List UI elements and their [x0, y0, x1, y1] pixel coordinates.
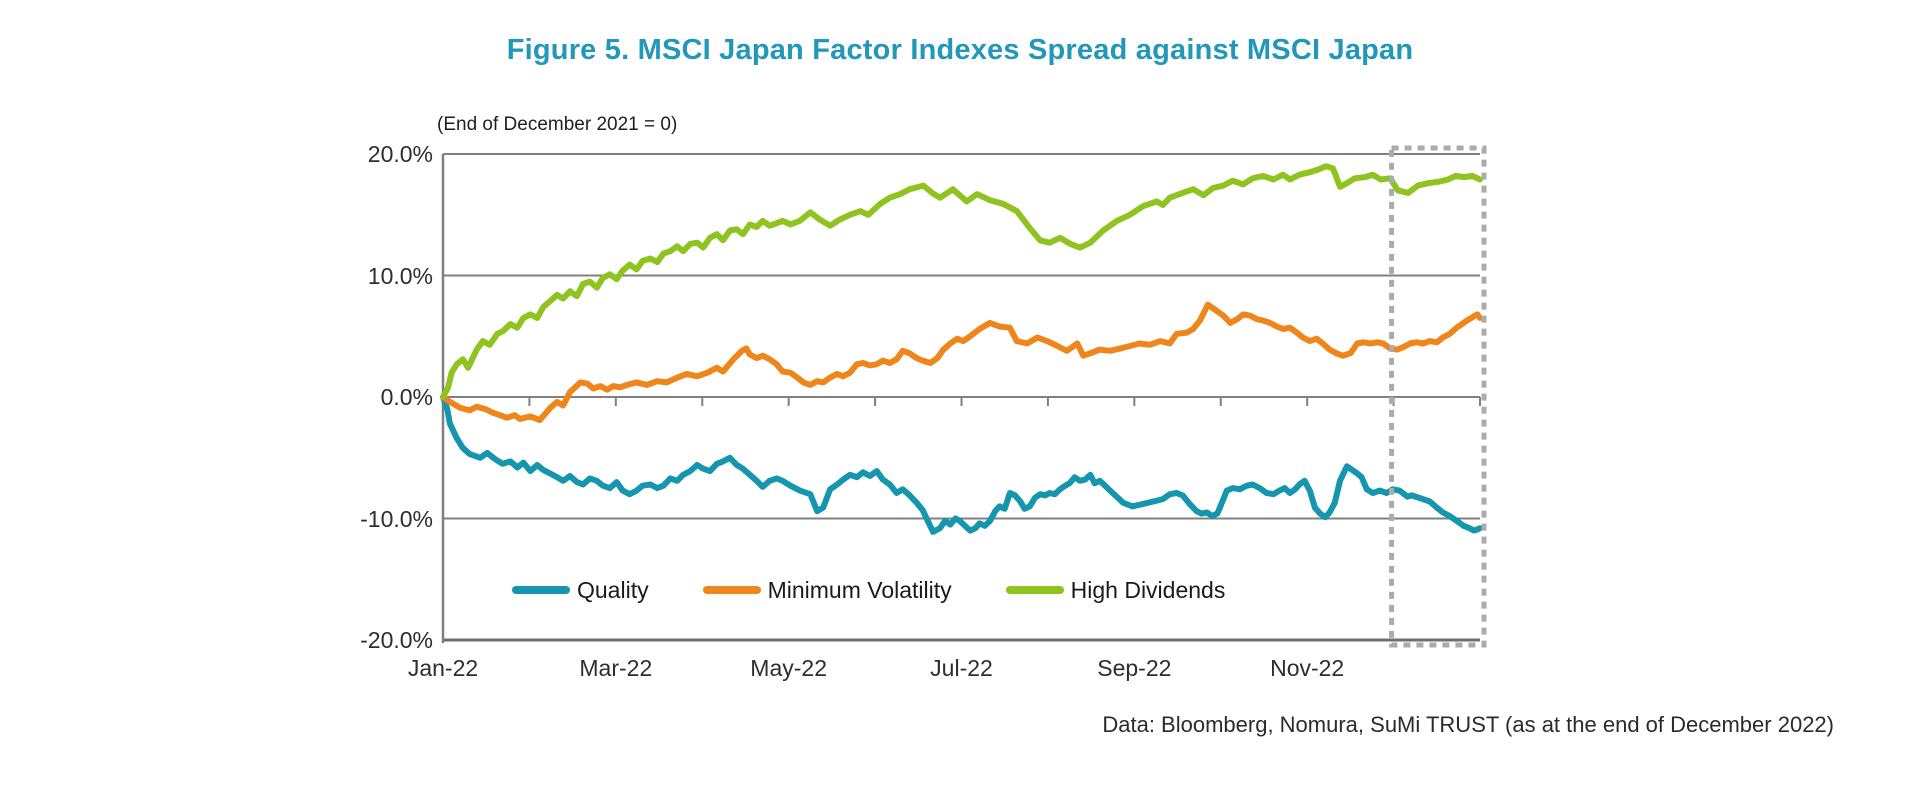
- y-axis-label: 20.0%: [367, 141, 433, 167]
- y-axis-label: -20.0%: [360, 627, 433, 653]
- x-axis-label: May-22: [750, 655, 827, 681]
- legend-label: Quality: [577, 577, 649, 603]
- data-source-note: Data: Bloomberg, Nomura, SuMi TRUST (as …: [1102, 712, 1834, 737]
- legend-item-high-dividends: High Dividends: [1005, 577, 1226, 603]
- y-axis-label: 10.0%: [367, 262, 433, 289]
- x-axis-label: Mar-22: [579, 655, 653, 681]
- legend-swatch-high-dividends: [1005, 586, 1064, 594]
- legend-swatch-minimum-volatility: [702, 586, 761, 594]
- series-line-high-dividends: [440, 163, 1483, 400]
- series-line-quality: [440, 394, 1483, 535]
- y-axis-label: 0.0%: [380, 384, 433, 410]
- highlight-box-december: [1389, 145, 1487, 648]
- x-axis-label: Nov-22: [1270, 655, 1345, 681]
- legend-label: High Dividends: [1070, 577, 1226, 603]
- legend-item-quality: Quality: [512, 577, 649, 603]
- chart-title: Figure 5. MSCI Japan Factor Indexes Spre…: [506, 34, 1414, 66]
- series-line-minimum-volatility: [440, 301, 1483, 424]
- x-axis-label: Sep-22: [1097, 655, 1172, 681]
- x-axis-label: Jul-22: [930, 655, 993, 681]
- chart-subtitle: (End of December 2021 = 0): [437, 114, 678, 135]
- legend-item-minimum-volatility: Minimum Volatility: [702, 577, 952, 603]
- legend-swatch-quality: [512, 586, 570, 594]
- legend-label: Minimum Volatility: [767, 577, 952, 603]
- y-axis-label: -10.0%: [360, 505, 433, 532]
- legend: Quality Minimum Volatility High Dividends: [512, 577, 1225, 603]
- x-axis-label: Jan-22: [407, 655, 479, 681]
